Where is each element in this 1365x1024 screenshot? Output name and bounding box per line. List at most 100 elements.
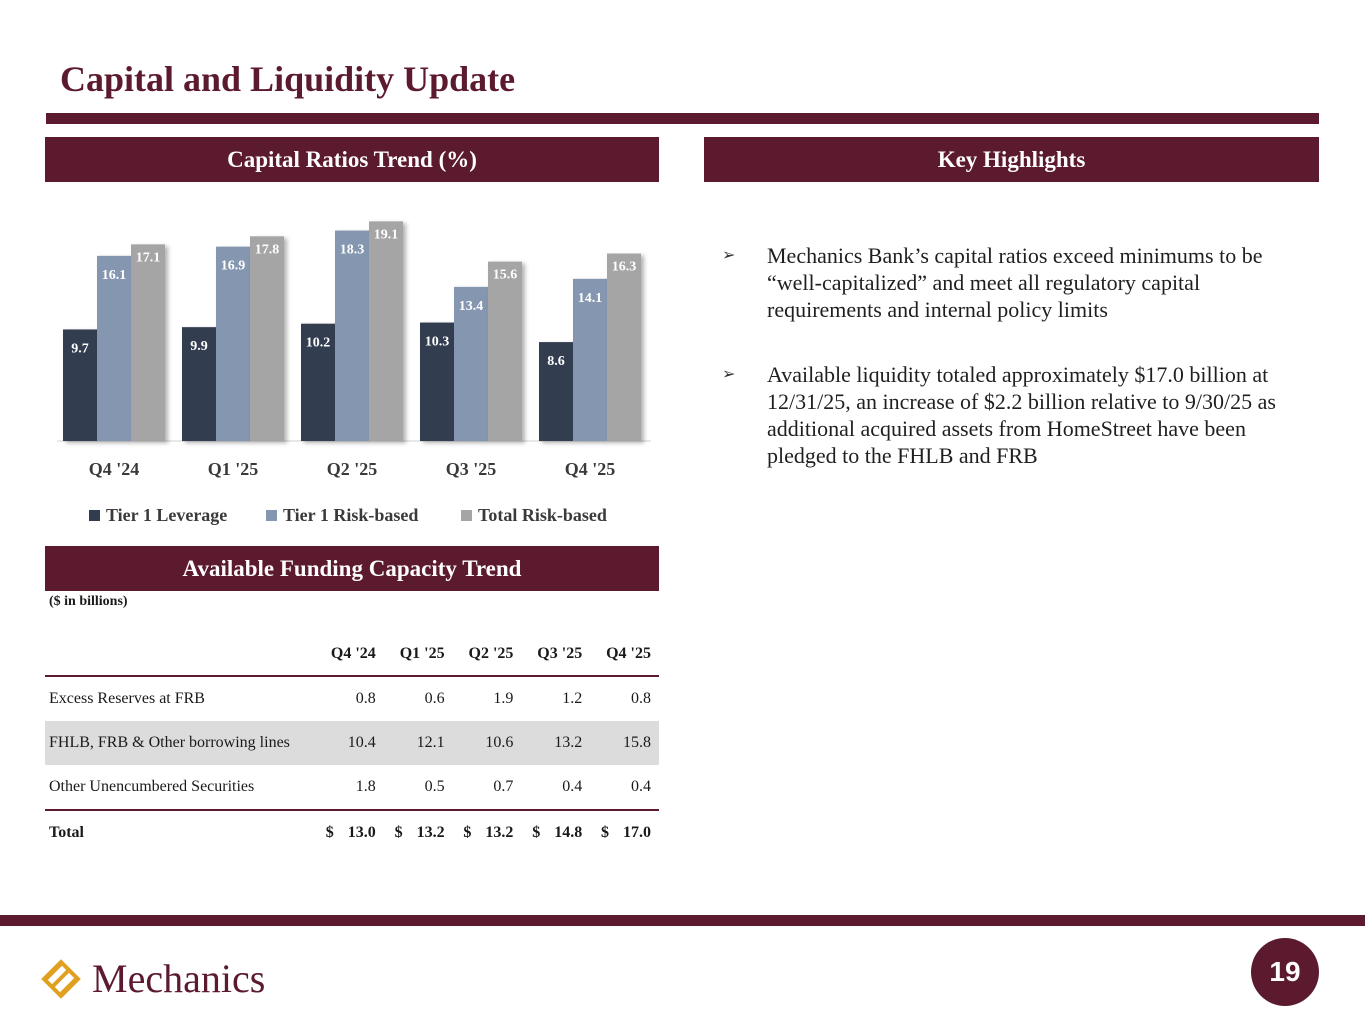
bar-tier-1-leverage	[420, 322, 454, 441]
cell-value: 1.8	[315, 765, 384, 811]
cell-value: 0.5	[383, 765, 453, 811]
column-header: Q1 '25	[383, 632, 453, 677]
currency-symbol: $	[601, 824, 609, 841]
data-label: 15.6	[493, 268, 518, 283]
knot-logo-icon	[41, 958, 81, 999]
data-label: 17.1	[136, 250, 161, 265]
cell-value: 10.6	[452, 721, 522, 765]
x-tick-label: Q2 '25	[327, 459, 378, 479]
data-label: 19.1	[374, 227, 399, 242]
bar-total-risk-based	[250, 236, 284, 441]
bar-tier-1-risk-based	[573, 278, 607, 441]
logo-text: Mechanics	[92, 956, 266, 1001]
cell-value: 0.8	[355, 690, 376, 707]
data-label: 18.3	[340, 243, 365, 258]
title-divider	[46, 113, 1319, 124]
total-value: $13.2	[384, 810, 453, 855]
bar-tier-1-risk-based	[216, 246, 250, 441]
data-label: 8.6	[547, 354, 565, 369]
page-title: Capital and Liquidity Update	[60, 59, 516, 99]
cell-value: 0.6	[424, 690, 445, 707]
data-label: 9.7	[71, 341, 89, 356]
legend-swatch	[266, 510, 277, 521]
mechanics-logo: Mechanics	[40, 955, 265, 1002]
table-row: Other Unencumbered Securities 1.8 0.5 0.…	[45, 765, 659, 811]
bar-total-risk-based	[131, 244, 165, 441]
cell-value: 0.7	[452, 765, 522, 811]
x-tick-label: Q4 '24	[89, 459, 140, 479]
bar-tier-1-risk-based	[454, 286, 488, 441]
page-number: 19	[1251, 938, 1319, 1006]
legend-label: Tier 1 Risk-based	[283, 505, 418, 525]
total-value: $17.0	[590, 810, 659, 855]
bar-total-risk-based	[369, 221, 403, 441]
legend-swatch	[89, 510, 100, 521]
row-label: FHLB, FRB & Other borrowing lines	[45, 721, 315, 765]
data-label: 16.9	[221, 259, 246, 274]
x-tick-label: Q4 '25	[565, 459, 616, 479]
column-header: Q3 '25	[521, 632, 591, 677]
legend-label: Tier 1 Leverage	[106, 505, 227, 525]
footer-divider	[0, 915, 1365, 926]
data-label: 16.3	[612, 260, 637, 275]
data-label: 16.1	[102, 268, 127, 283]
column-header: Q4 '25	[590, 632, 659, 677]
cell-value: 15.8	[590, 721, 659, 765]
total-amount: 13.2	[416, 824, 445, 841]
x-tick-label: Q3 '25	[446, 459, 497, 479]
column-header: Q2 '25	[452, 632, 522, 677]
cell-value: 0.4	[521, 765, 591, 811]
data-label: 13.4	[459, 299, 484, 314]
total-amount: 17.0	[623, 824, 651, 841]
total-value: $13.0	[315, 810, 384, 855]
cell-value: 12.1	[383, 721, 453, 765]
total-row: Total $13.0 $13.2 $13.2 $14.8 $17.0	[45, 810, 659, 855]
data-label: 10.3	[425, 335, 450, 350]
total-value: $13.2	[453, 810, 522, 855]
bar-tier-1-leverage	[182, 327, 216, 441]
legend-swatch	[461, 510, 472, 521]
bar-tier-1-risk-based	[335, 230, 369, 441]
highlight-item: ➢ Available liquidity totaled approximat…	[722, 361, 1312, 469]
data-label: 9.9	[190, 339, 208, 354]
bar-tier-1-leverage	[63, 329, 97, 441]
cell-value: 1.2	[562, 690, 583, 707]
legend-label: Total Risk-based	[478, 505, 607, 525]
total-value: $14.8	[521, 810, 590, 855]
highlight-text: Available liquidity totaled approximatel…	[767, 362, 1276, 468]
bar-tier-1-leverage	[539, 342, 573, 441]
highlights-list: ➢ Mechanics Bank’s capital ratios exceed…	[722, 242, 1312, 507]
total-label: Total	[49, 824, 84, 841]
column-header: Q4 '24	[315, 632, 384, 677]
data-label: 14.1	[578, 291, 603, 306]
capital-ratios-header: Capital Ratios Trend (%)	[45, 137, 659, 182]
key-highlights-header: Key Highlights	[704, 137, 1319, 182]
currency-symbol: $	[532, 824, 541, 841]
arrow-bullet-icon: ➢	[722, 247, 736, 264]
units-note: ($ in billions)	[49, 594, 128, 609]
table-row: FHLB, FRB & Other borrowing lines 10.4 1…	[45, 721, 659, 765]
arrow-bullet-icon: ➢	[722, 366, 736, 383]
cell-value: 0.8	[631, 690, 651, 707]
currency-symbol: $	[463, 824, 472, 841]
x-tick-label: Q1 '25	[208, 459, 259, 479]
bar-tier-1-risk-based	[97, 255, 131, 441]
table-row: Excess Reserves at FRB 0.8 0.6 1.9 1.2 0…	[45, 676, 659, 721]
cell-value: 0.4	[590, 765, 659, 811]
data-label: 10.2	[306, 336, 331, 351]
currency-symbol: $	[394, 824, 403, 841]
bar-total-risk-based	[607, 253, 641, 441]
funding-table: Q4 '24 Q1 '25 Q2 '25 Q3 '25 Q4 '25 Exces…	[45, 632, 659, 855]
cell-value: 1.9	[493, 690, 514, 707]
bar-tier-1-leverage	[301, 323, 335, 441]
row-label: Other Unencumbered Securities	[45, 765, 315, 811]
data-label: 17.8	[255, 242, 280, 257]
total-amount: 13.0	[347, 824, 376, 841]
highlight-item: ➢ Mechanics Bank’s capital ratios exceed…	[722, 242, 1312, 323]
capital-ratios-chart: 9.7 16.1 17.1 Q4 '24 9.9 16.9 17.8 Q1 '25 10.2 18…	[57, 221, 651, 525]
currency-symbol: $	[325, 824, 334, 841]
highlight-text: Mechanics Bank’s capital ratios exceed m…	[767, 243, 1263, 322]
cell-value: 10.4	[315, 721, 384, 765]
table-header-row: Q4 '24 Q1 '25 Q2 '25 Q3 '25 Q4 '25	[45, 632, 659, 677]
bar-total-risk-based	[488, 261, 522, 441]
